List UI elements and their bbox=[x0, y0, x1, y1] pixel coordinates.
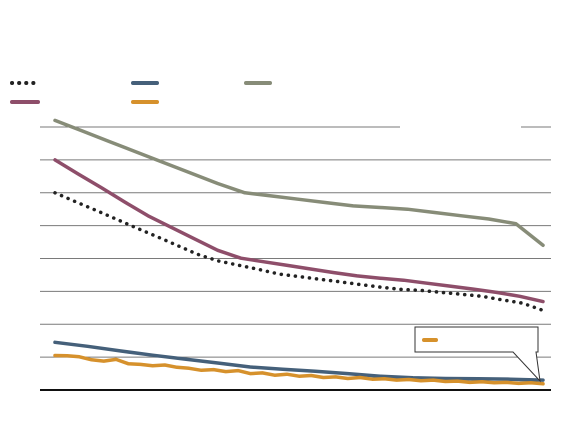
callout-box bbox=[414, 326, 541, 383]
series-line-5 bbox=[53, 353, 545, 386]
series-line-2 bbox=[53, 340, 545, 382]
series-line-4 bbox=[53, 158, 545, 304]
series-line-3 bbox=[53, 118, 545, 248]
legend bbox=[10, 81, 272, 104]
series-lines bbox=[53, 118, 545, 386]
annotation-callout bbox=[414, 326, 541, 383]
gridlines bbox=[40, 126, 551, 391]
series-line-1 bbox=[53, 191, 545, 313]
